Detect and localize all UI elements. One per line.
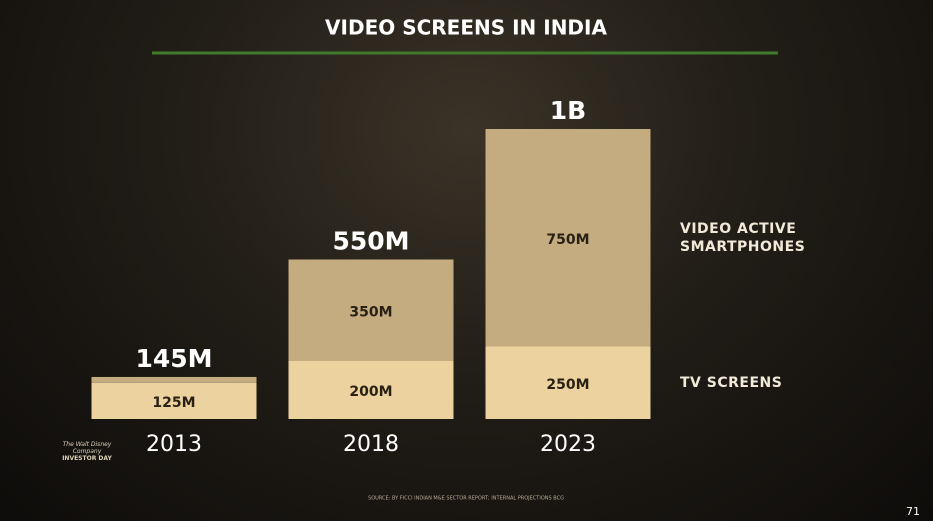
total-label: 1B	[550, 96, 586, 125]
value-label: 125M	[152, 395, 195, 411]
value-label: 200M	[349, 384, 392, 400]
x-tick-label: 2013	[146, 432, 202, 457]
x-tick-label: 2023	[540, 432, 596, 457]
value-label: 250M	[546, 377, 589, 393]
bar-segment	[288, 259, 454, 361]
legend-label: VIDEO ACTIVE SMARTPHONES	[680, 220, 806, 255]
x-tick-label: 2018	[343, 432, 399, 457]
bar-segment	[485, 346, 651, 419]
logo: The Walt Disney Company INVESTOR DAY	[52, 441, 122, 462]
bar-segment	[91, 382, 257, 419]
chart-title: VIDEO SCREENS IN INDIA	[325, 16, 607, 40]
bar-segment	[288, 361, 454, 419]
logo-event: INVESTOR DAY	[62, 455, 112, 462]
legend-label: TV SCREENS	[680, 374, 783, 391]
total-label: 145M	[135, 344, 212, 373]
total-label: 550M	[332, 227, 409, 256]
source-note: SOURCE: BY FICCI INDIAN M&E SECTOR REPOR…	[368, 496, 564, 502]
value-label: 350M	[349, 304, 392, 320]
bar-segment	[485, 129, 651, 347]
bar-segment	[91, 376, 257, 383]
page-number: 71	[906, 505, 920, 518]
logo-company: The Walt Disney Company	[62, 441, 112, 455]
value-label: 750M	[546, 232, 589, 248]
